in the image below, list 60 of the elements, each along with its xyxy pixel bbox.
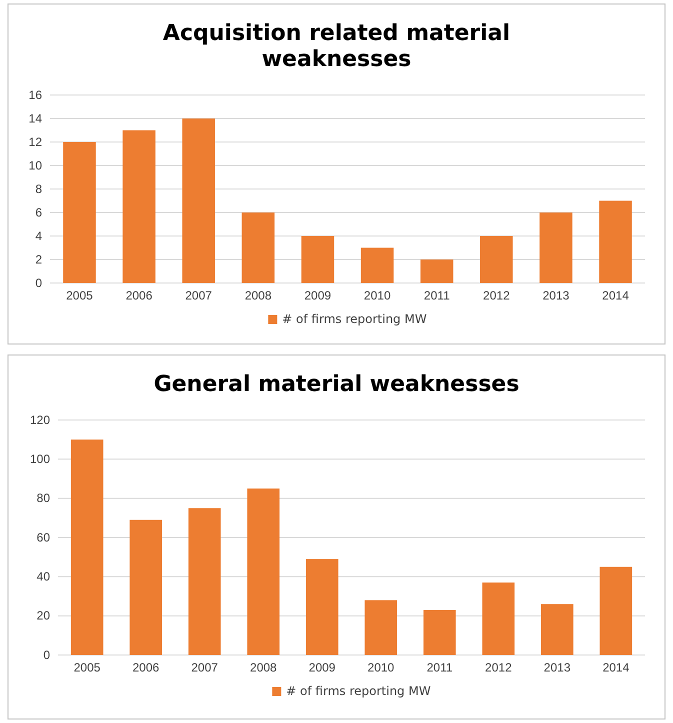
x-tick-label: 2014 xyxy=(602,660,630,675)
bar xyxy=(480,236,513,283)
bar xyxy=(247,488,280,655)
y-tick-label: 100 xyxy=(30,452,50,466)
x-tick-label: 2012 xyxy=(483,288,510,303)
bar xyxy=(63,142,96,283)
x-tick-label: 2006 xyxy=(126,288,153,303)
bar xyxy=(130,520,162,655)
x-tick-label: 2005 xyxy=(66,288,94,303)
x-tick-label: 2011 xyxy=(426,660,453,675)
bar xyxy=(242,212,275,283)
y-tick-label: 60 xyxy=(36,530,50,544)
x-tick-label: 2006 xyxy=(132,660,160,675)
y-tick-label: 14 xyxy=(28,111,42,126)
bar xyxy=(540,212,572,283)
bar xyxy=(423,610,456,655)
y-tick-label: 8 xyxy=(35,182,42,196)
chart-title: Acquisition related material weaknesses xyxy=(162,21,510,72)
bar xyxy=(122,130,156,283)
x-tick-label: 2010 xyxy=(364,288,391,303)
y-tick-label: 40 xyxy=(36,570,50,584)
bar xyxy=(70,440,104,655)
y-tick-label: 0 xyxy=(35,276,42,290)
y-tick-label: 12 xyxy=(28,134,42,149)
x-tick-label: 2008 xyxy=(250,660,278,675)
bar xyxy=(306,559,338,655)
bar xyxy=(188,508,221,655)
bar xyxy=(360,248,394,283)
y-tick-label: 4 xyxy=(35,228,42,243)
y-tick-label: 2 xyxy=(35,252,42,266)
x-tick-label: 2009 xyxy=(304,288,332,303)
y-tick-label: 16 xyxy=(28,88,42,102)
y-tick-label: 120 xyxy=(30,412,50,427)
x-tick-label: 2013 xyxy=(542,288,570,303)
x-tick-label: 2010 xyxy=(368,660,395,675)
x-tick-label: 2007 xyxy=(191,660,218,675)
y-tick-label: 80 xyxy=(36,491,50,506)
x-tick-label: 2007 xyxy=(185,288,212,303)
bar xyxy=(600,566,632,655)
legend-label: # of firms reporting MW xyxy=(286,684,431,698)
x-tick-label: 2008 xyxy=(244,288,272,303)
x-tick-label: 2011 xyxy=(424,288,450,303)
bar xyxy=(420,260,454,283)
bar xyxy=(482,582,515,655)
bar xyxy=(301,236,334,283)
bar xyxy=(599,200,632,283)
x-tick-label: 2012 xyxy=(485,660,512,675)
x-tick-label: 2009 xyxy=(308,660,336,675)
y-tick-label: 6 xyxy=(35,205,42,220)
y-tick-label: 0 xyxy=(43,648,50,662)
x-tick-label: 2013 xyxy=(544,660,571,675)
bar xyxy=(540,604,574,655)
bar xyxy=(364,600,398,655)
y-tick-label: 10 xyxy=(28,158,42,172)
bar xyxy=(182,118,215,283)
x-tick-label: 2005 xyxy=(74,660,101,675)
chart-title: General material weaknesses xyxy=(154,372,520,397)
y-tick-label: 20 xyxy=(36,608,50,623)
x-tick-label: 2014 xyxy=(602,288,630,303)
legend-label: # of firms reporting MW xyxy=(282,312,427,326)
